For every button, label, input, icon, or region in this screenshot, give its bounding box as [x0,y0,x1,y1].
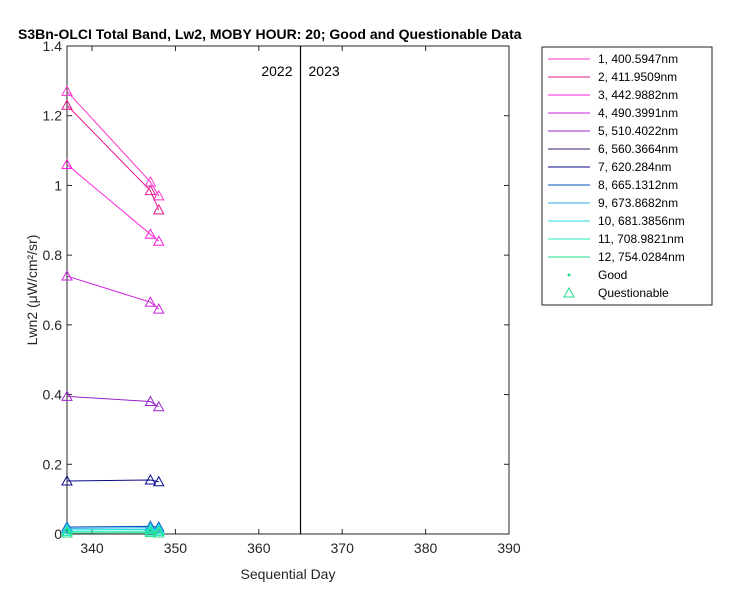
data-point [144,228,157,239]
data-point [61,522,73,533]
legend-entry: 1, 400.5947nm [598,52,678,66]
data-point [61,525,73,537]
data-point [144,520,157,531]
legend-entry: 7, 620.284nm [598,160,671,174]
legend-entry: 5, 510.4022nm [598,124,678,138]
x-tick-label: 340 [80,540,104,556]
legend-entry: 11, 708.9821nm [598,232,684,246]
data-point [61,99,73,110]
y-tick-label: 0.2 [43,456,63,472]
y-tick-label: 1 [54,177,62,193]
x-tick-label: 350 [164,540,188,556]
data-point [61,520,73,532]
data-point [144,184,157,196]
y-tick-label: 1.4 [43,38,63,54]
series-line [66,164,160,242]
questionable-marker-icon [563,286,575,298]
data-point [144,523,157,534]
legend-entry: 8, 665.1312nm [598,178,678,192]
y-tick-label: 0 [54,526,62,542]
chart-title: S3Bn-OLCI Total Band, Lw2, MOBY HOUR: 20… [18,26,522,42]
axes-box [66,45,510,535]
good-marker-icon [567,273,571,277]
x-tick-label: 370 [331,540,355,556]
data-point [144,525,157,536]
legend-entry: 9, 673.8682nm [598,196,678,210]
data-point [61,85,73,96]
data-point [61,158,73,170]
data-point [152,203,165,215]
legend-entry: 4, 490.3991nm [598,106,678,120]
data-point [152,303,165,314]
legend-entry: 6, 560.3664nm [598,142,678,156]
legend-good: Good [598,268,627,282]
y-tick-label: 0.6 [43,317,63,333]
data-point [152,400,165,412]
x-axis-title: Sequential Day [241,566,336,582]
series-12 [61,526,165,538]
data-point [152,235,165,246]
data-point [61,474,73,486]
data-point [61,390,73,401]
series-3 [61,158,165,246]
year-label-right: 2023 [309,63,340,79]
data-point [152,523,165,535]
series-7 [61,473,165,487]
data-point [144,521,157,533]
series-line [66,395,160,408]
plot-area: 340 350 360 370 380 390 0 0.2 0.4 0.6 0.8 1 1.2 1.4 [43,38,521,556]
legend-entry: 2, 411.9509nm [598,70,677,84]
data-point [152,522,165,533]
legend-questionable: Questionable [598,286,669,300]
series-1 [61,85,165,201]
data-point [61,270,73,281]
x-tick-label: 380 [414,540,438,556]
series-line [66,104,160,211]
y-axis-title: Lwn2 (μW/cm²/sr) [24,235,40,346]
data-point [152,189,165,201]
data-point [152,520,165,532]
y-tick-label: 0.8 [43,247,63,263]
legend-entry: 10, 681.3856nm [598,214,685,228]
data-point [152,525,165,537]
legend-box [541,46,713,306]
data-point [144,296,157,307]
data-point [144,473,157,485]
legend-entry: 3, 442.9882nm [598,88,678,102]
series-11 [61,525,165,537]
data-point [152,526,165,538]
data-point [152,475,165,487]
data-point [144,395,157,407]
data-point [144,526,157,538]
year-label-left: 2022 [261,63,292,79]
y-tick-label: 1.2 [43,108,63,124]
x-tick-label: 360 [247,540,271,556]
series-line [66,275,160,310]
legend: 1, 400.5947nm 2, 411.9509nm 3, 442.9882nm 4… [541,46,713,306]
data-point [61,523,73,535]
series-line [66,90,160,197]
series-10 [61,523,165,535]
legend-entry: 12, 754.0284nm [598,250,685,264]
series-2 [61,99,165,215]
y-tick-label: 0.4 [43,387,63,403]
data-point [61,526,73,538]
series-4 [61,270,165,314]
x-tick-label: 390 [497,540,521,556]
series-5 [61,390,165,412]
